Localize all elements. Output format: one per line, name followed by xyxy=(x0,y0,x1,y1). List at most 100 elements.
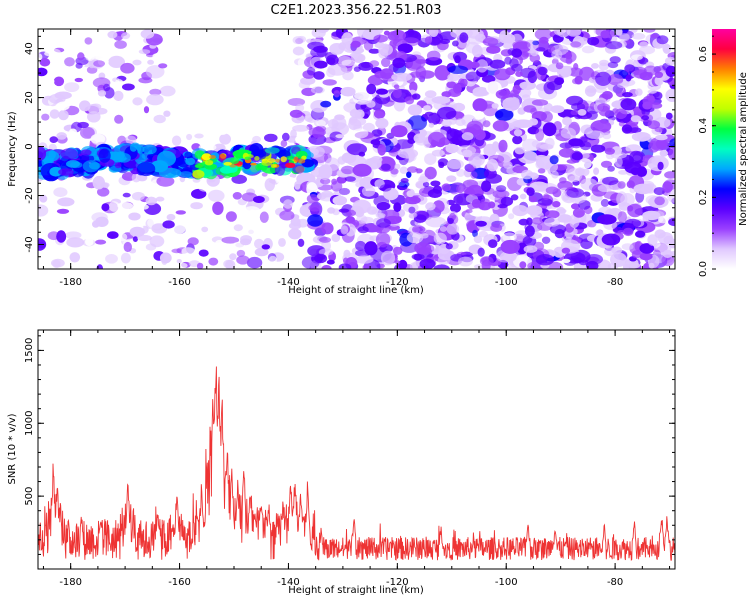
heatmap-cell-130 xyxy=(194,133,204,139)
heatmap-cell-1647 xyxy=(465,71,481,82)
heatmap-cell-1797 xyxy=(447,217,454,225)
heatmap-cell-227 xyxy=(249,130,257,137)
heatmap-cell-162 xyxy=(261,172,268,177)
heatmap-cell-959 xyxy=(346,155,367,167)
heatmap-cell-115 xyxy=(65,223,74,229)
heatmap-cell-1909 xyxy=(448,183,460,195)
heatmap-cell-1766 xyxy=(566,159,578,164)
heatmap-cell-377 xyxy=(52,259,61,269)
heatmap-cell-1414 xyxy=(539,143,554,150)
heatmap-cell-1190 xyxy=(348,118,362,131)
heatmap-cell-1440 xyxy=(554,77,565,86)
heatmap-cell-608 xyxy=(602,132,612,140)
heatmap-cell-381 xyxy=(236,249,246,257)
heatmap-cell-1133 xyxy=(371,129,383,137)
heatmap-cell-374 xyxy=(125,135,137,145)
heatmap-cell-259 xyxy=(221,236,240,244)
heatmap-cell-1863 xyxy=(428,122,435,128)
heatmap-cell-1459 xyxy=(310,86,325,94)
heatmap-cell-1874 xyxy=(407,29,415,36)
heatmap-cell-328 xyxy=(239,238,252,246)
snr-xtick-label-0: -180 xyxy=(59,577,82,588)
heatmap-cell-303 xyxy=(132,236,138,243)
heatmap-cell-2334 xyxy=(117,153,131,163)
heatmap-cell-348 xyxy=(292,46,305,56)
heatmap-cell-1389 xyxy=(415,59,427,64)
heatmap-cell-1320 xyxy=(394,163,401,170)
heatmap-cell-2360 xyxy=(285,162,296,168)
heatmap-cell-1689 xyxy=(445,143,459,154)
snr-xtick-label-5: -80 xyxy=(607,577,623,588)
heatmap-cell-2320 xyxy=(157,150,176,167)
heatmap-cell-1851 xyxy=(312,126,325,139)
heatmap-cell-1770 xyxy=(570,110,579,116)
heatmap-cell-272 xyxy=(246,256,263,269)
heatmap-cell-1456 xyxy=(320,100,332,108)
heatmap-xlabel: Height of straight line (km) xyxy=(288,285,424,296)
heatmap-cell-146 xyxy=(131,191,145,201)
heatmap-cell-1281 xyxy=(474,264,483,269)
heatmap-cell-1302 xyxy=(534,29,553,41)
heatmap-cell-1779 xyxy=(314,253,328,264)
heatmap-cell-1817 xyxy=(495,89,509,100)
heatmap-cell-1661 xyxy=(355,181,367,188)
heatmap-cell-1866 xyxy=(406,232,424,244)
heatmap-cell-1676 xyxy=(523,245,538,253)
heatmap-cell-1783 xyxy=(543,193,550,201)
heatmap-cell-825 xyxy=(353,66,361,72)
heatmap-cell-1162 xyxy=(483,143,497,158)
heatmap-cell-1791 xyxy=(446,159,464,170)
heatmap-cell-354 xyxy=(229,253,237,261)
heatmap-cell-1798 xyxy=(492,120,509,132)
heatmap-cell-1170 xyxy=(618,170,629,175)
heatmap-cell-1767 xyxy=(352,199,372,214)
colorbar: 0.0 0.2 0.4 0.6 Normalized spectral amplitu… xyxy=(698,29,749,277)
heatmap-cell-335 xyxy=(208,257,219,266)
heatmap-cell-1451 xyxy=(663,235,674,245)
heatmap-cell-1893 xyxy=(549,155,559,165)
heatmap-cell-1724 xyxy=(494,108,514,121)
heatmap-cell-1085 xyxy=(508,213,515,220)
heatmap-cell-1723 xyxy=(411,253,425,260)
heatmap-cell-1513 xyxy=(512,205,529,217)
heatmap-cell-1883 xyxy=(650,33,658,39)
heatmap-cell-2372 xyxy=(244,156,251,161)
heatmap-cell-1899 xyxy=(668,217,675,227)
heatmap-cell-230 xyxy=(129,237,143,248)
heatmap-cell-1859 xyxy=(602,29,615,39)
heatmap-cell-1037 xyxy=(579,66,595,81)
heatmap-cell-1366 xyxy=(665,56,675,66)
heatmap-cell-301 xyxy=(42,120,57,134)
heatmap-ytick-label-4: 40 xyxy=(24,42,35,55)
heatmap-cell-1319 xyxy=(498,139,508,153)
snr-ytick-label-1: 1000 xyxy=(24,411,35,436)
heatmap-cell-1708 xyxy=(318,248,334,256)
heatmap-cell-54 xyxy=(163,110,171,117)
heatmap-cell-120 xyxy=(288,228,302,240)
heatmap-cell-1748 xyxy=(424,153,437,166)
heatmap-cell-387 xyxy=(162,220,175,229)
heatmap-cell-836 xyxy=(492,189,510,199)
heatmap-cell-1477 xyxy=(370,156,383,164)
heatmap-cell-1762 xyxy=(578,158,592,170)
heatmap-cell-229 xyxy=(290,129,297,139)
heatmap-cell-1704 xyxy=(445,243,453,250)
heatmap-cell-1599 xyxy=(319,236,331,243)
heatmap-cell-1588 xyxy=(621,243,634,251)
heatmap-cell-1756 xyxy=(569,214,580,229)
heatmap-cell-1467 xyxy=(559,66,572,78)
heatmap-cell-386 xyxy=(131,172,141,183)
heatmap-cell-35 xyxy=(279,220,290,228)
heatmap-cell-1525 xyxy=(397,148,419,159)
heatmap-cell-2336 xyxy=(114,162,122,169)
heatmap-cell-283 xyxy=(91,212,108,223)
heatmap-cell-1381 xyxy=(512,84,521,95)
heatmap-cell-1890 xyxy=(332,195,348,206)
heatmap-cell-1027 xyxy=(376,201,391,211)
heatmap-cell-1132 xyxy=(441,183,451,192)
heatmap-cell-1878 xyxy=(617,230,625,235)
heatmap-cell-327 xyxy=(107,31,118,39)
heatmap-cell-1458 xyxy=(321,174,329,181)
heatmap-cell-320 xyxy=(281,183,293,194)
heatmap-cell-111 xyxy=(114,40,127,49)
